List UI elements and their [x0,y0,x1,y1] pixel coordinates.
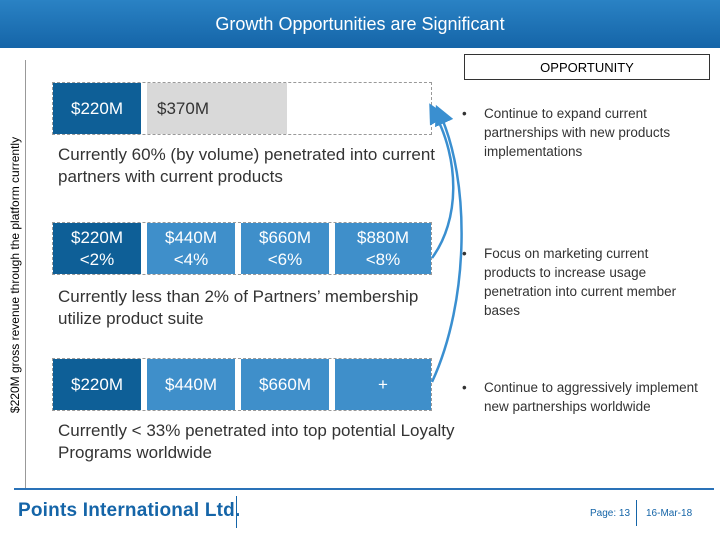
row-3-segment-3-label: $660M [259,374,311,394]
slide-title: Growth Opportunities are Significant [215,13,505,34]
opportunity-header: OPPORTUNITY [464,54,710,80]
slide-title-bar: Growth Opportunities are Significant [0,0,720,48]
side-label-box: $220M gross revenue through the platform… [4,60,26,490]
row-2-segment-4: $880M <8% [335,223,431,274]
row-2-segment-1-label: $220M <2% [71,227,123,269]
row-2-segment-2-label: $440M <4% [165,227,217,269]
page-separator [636,500,637,526]
opportunity-bullet-2-text: Focus on marketing current products to i… [484,246,677,318]
opportunity-bullet-3-text: Continue to aggressively implement new p… [484,380,698,414]
opportunity-header-label: OPPORTUNITY [540,59,634,75]
row-1-segment-2-label: $370M [157,98,209,118]
revenue-row-2: $220M <2% $440M <4% $660M <6% $880M <8% [52,222,432,275]
growth-arrows [429,103,463,383]
bullet-dot-icon: • [462,380,467,395]
row-2-segment-3-label: $660M <6% [259,227,311,269]
opportunity-bullet-2: • Focus on marketing current products to… [462,244,702,320]
row-3-description: Currently < 33% penetrated into top pote… [58,421,455,462]
slide-date: 16-Mar-18 [646,508,693,519]
row-2-segment-3: $660M <6% [241,223,329,274]
company-logo: Points International Ltd. [18,500,241,521]
logo-separator [236,496,237,528]
opportunity-bullet-1-text: Continue to expand current partnerships … [484,106,671,159]
row-2-description: Currently less than 2% of Partners’ memb… [58,287,419,328]
row-3-segment-1-label: $220M [71,374,123,394]
row-1-segment-1: $220M [53,83,141,134]
revenue-row-3: $220M $440M $660M + [52,358,432,411]
row-1-segment-2: $370M [147,83,287,134]
opportunity-bullet-1: • Continue to expand current partnership… [462,104,702,161]
row-2-segment-2: $440M <4% [147,223,235,274]
bullet-dot-icon: • [462,106,467,121]
page-number: Page: 13 [590,508,631,519]
row-2-segment-4-label: $880M <8% [357,227,409,269]
row-3-segment-4: + [335,359,431,410]
row-3-segment-1: $220M [53,359,141,410]
row-3-segment-2: $440M [147,359,235,410]
row-1-segment-1-label: $220M [71,98,123,118]
row-3-segment-3: $660M [241,359,329,410]
bullet-dot-icon: • [462,246,467,261]
revenue-row-1: $220M $370M [52,82,432,135]
arrow-row-3-to-row-1 [430,104,463,383]
arrow-row-2-to-row-1 [429,103,455,259]
footer-divider [14,488,714,490]
row-3-segment-2-label: $440M [165,374,217,394]
row-1-description: Currently 60% (by volume) penetrated int… [58,145,436,186]
side-label: $220M gross revenue through the platform… [7,136,22,414]
row-2-segment-1: $220M <2% [53,223,141,274]
row-3-segment-4-label: + [378,374,388,394]
opportunity-bullet-3: • Continue to aggressively implement new… [462,378,702,416]
